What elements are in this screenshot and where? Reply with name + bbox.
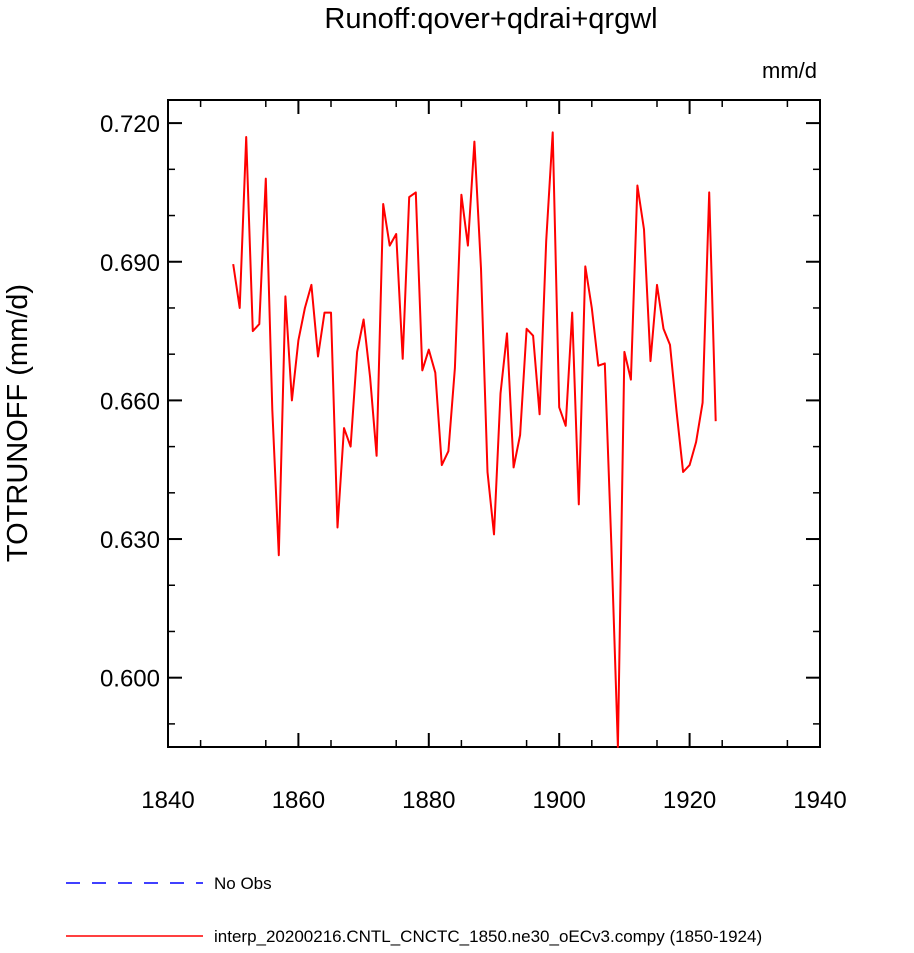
y-tick-label: 0.720 [100, 111, 160, 138]
y-axis-ticks: 0.600 0.630 0.660 0.690 0.720 [100, 111, 820, 725]
legend-label: interp_20200216.CNTL_CNCTC_1850.ne30_oEC… [214, 927, 762, 946]
series-line [232, 131, 717, 748]
x-axis-ticks: 1840 1860 1880 1900 1920 1940 [141, 100, 847, 814]
x-tick-label: 1940 [793, 787, 846, 814]
y-tick-label: 0.600 [100, 666, 160, 693]
x-tick-label: 1840 [141, 787, 194, 814]
units-label: mm/d [762, 58, 817, 83]
series-layer [232, 131, 717, 748]
legend: No Obs interp_20200216.CNTL_CNCTC_1850.ne… [66, 874, 762, 946]
plot-frame [167, 99, 821, 748]
y-tick-label: 0.630 [100, 527, 160, 554]
x-tick-label: 1860 [272, 787, 325, 814]
y-tick-label: 0.690 [100, 250, 160, 277]
legend-label: No Obs [214, 874, 272, 893]
x-tick-label: 1880 [402, 787, 455, 814]
y-axis-label: TOTRUNOFF (mm/d) [2, 284, 34, 562]
y-tick-label: 0.660 [100, 388, 160, 415]
x-tick-label: 1900 [533, 787, 586, 814]
x-tick-label: 1920 [663, 787, 716, 814]
chart-title: Runoff:qover+qdrai+qrgwl [324, 3, 657, 35]
